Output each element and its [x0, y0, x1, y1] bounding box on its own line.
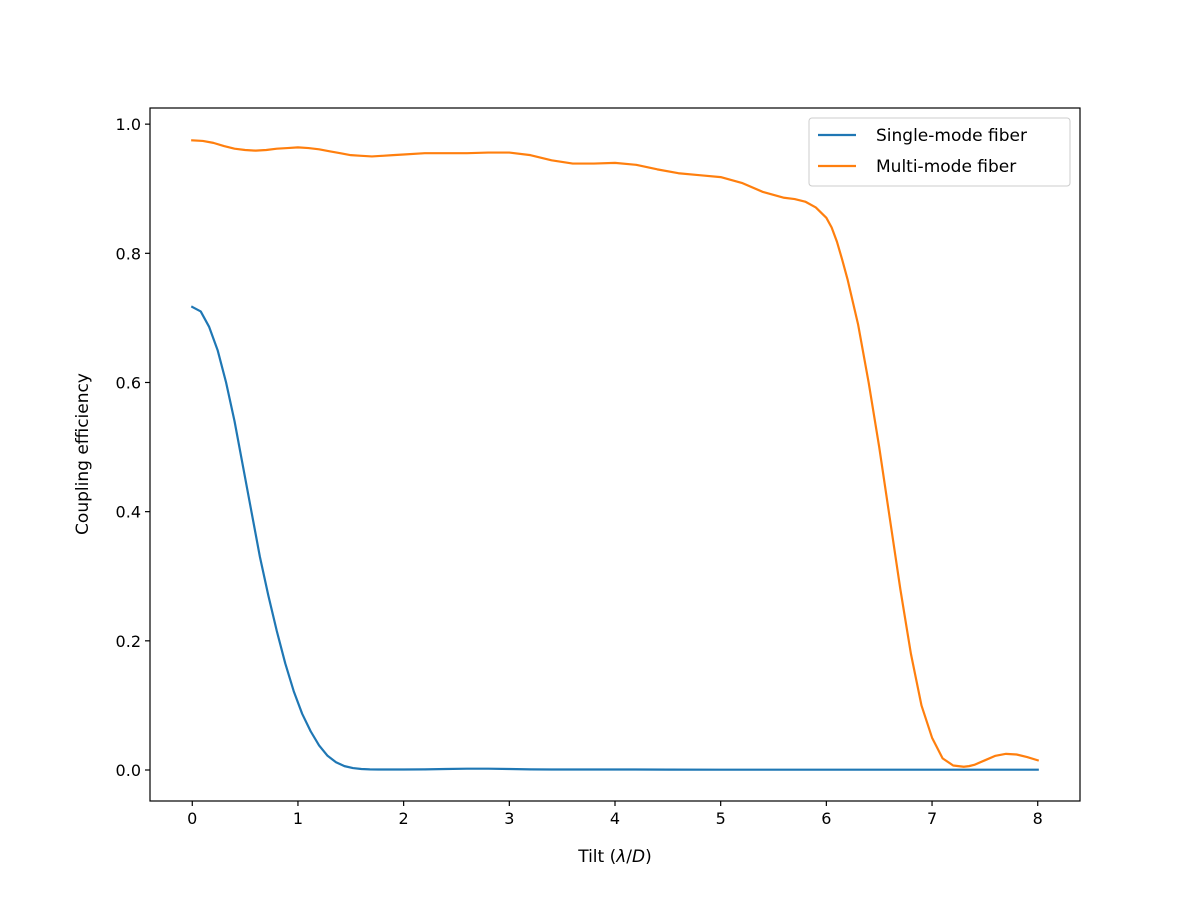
x-tick-label-6: 6 [821, 809, 831, 828]
x-tick-label-4: 4 [610, 809, 620, 828]
legend-box [808, 117, 1071, 187]
y-axis: 0.0 0.2 0.4 0.6 0.8 1.0 [116, 115, 150, 780]
x-tick-label-5: 5 [716, 809, 726, 828]
x-axis-label: Tilt (λ/D) [577, 847, 652, 867]
series-line-multi-mode [191, 139, 1040, 768]
y-axis-label: Coupling efficiency [73, 373, 93, 535]
x-tick-label-3: 3 [504, 809, 514, 828]
y-tick-label-0: 0.0 [116, 761, 141, 780]
x-tick-label-0: 0 [187, 809, 197, 828]
legend-label-single-mode: Single-mode fiber [876, 126, 1027, 146]
legend: Single-mode fiber Multi-mode fiber [808, 117, 1071, 187]
y-tick-label-1: 0.2 [116, 632, 141, 651]
y-tick-label-4: 0.8 [116, 244, 141, 263]
series-line-single-mode [190, 305, 1039, 771]
x-tick-label-2: 2 [399, 809, 409, 828]
y-tick-label-5: 1.0 [116, 115, 141, 134]
y-tick-label-2: 0.4 [116, 503, 141, 522]
y-tick-label-3: 0.6 [116, 373, 141, 392]
x-tick-label-7: 7 [927, 809, 937, 828]
plot-area [190, 139, 1040, 771]
legend-label-multi-mode: Multi-mode fiber [876, 157, 1016, 177]
x-tick-label-8: 8 [1033, 809, 1043, 828]
x-tick-label-1: 1 [293, 809, 303, 828]
x-axis: 0 1 2 3 4 5 6 7 8 [187, 801, 1043, 828]
